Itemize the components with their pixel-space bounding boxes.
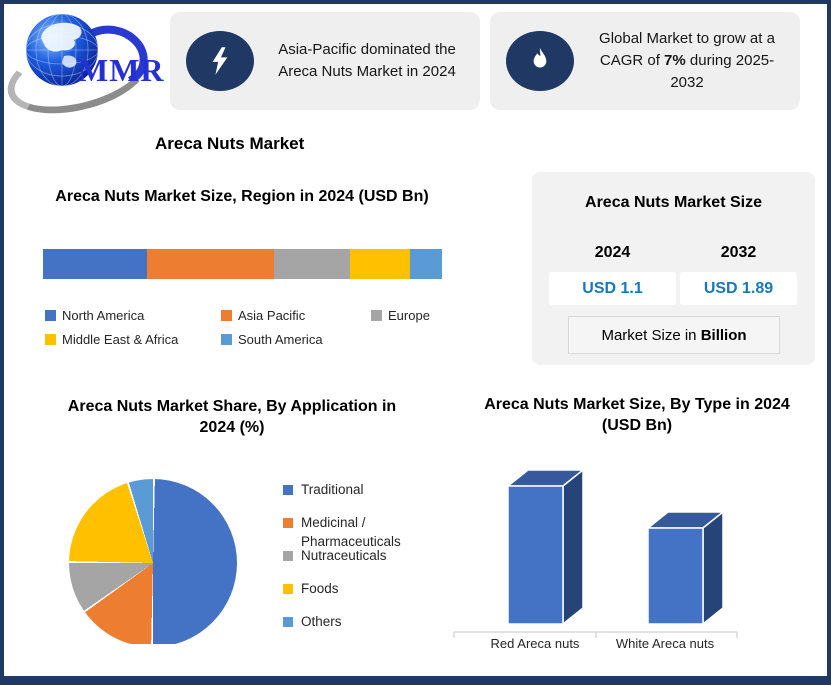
logo-text: MMR: [78, 52, 165, 88]
market-size-years: 2024 2032: [549, 244, 797, 262]
type-category-label: Red Areca nuts: [490, 636, 580, 651]
page-title: Areca Nuts Market: [155, 134, 305, 153]
legend-swatch: [371, 310, 382, 321]
value-start: USD 1.1: [549, 272, 676, 305]
region-legend-item-north-america: North America: [45, 308, 221, 323]
legend-swatch: [45, 334, 56, 345]
bar-front-face-red-areca-nuts: [507, 485, 564, 625]
legend-label: Traditional: [301, 482, 364, 497]
flame-icon: [533, 47, 547, 68]
legend-swatch: [283, 518, 293, 528]
legend-swatch: [221, 310, 232, 321]
bar-side-face-white-areca-nuts: [702, 510, 724, 626]
year-end: 2032: [720, 244, 757, 261]
market-size-note: Market Size in Billion: [568, 316, 780, 354]
bar-segment-south-america: [410, 249, 442, 279]
legend-swatch: [45, 310, 56, 321]
lightning-icon: [212, 47, 228, 75]
legend-label: Foods: [301, 581, 339, 596]
legend-label: South America: [238, 332, 323, 347]
legend-label: Asia Pacific: [238, 308, 306, 323]
mmr-logo: MMR: [4, 10, 176, 127]
legend-swatch: [221, 334, 232, 345]
bar-front-face-white-areca-nuts: [647, 527, 704, 625]
bar-segment-europe: [274, 249, 351, 279]
icon-badge: [506, 31, 574, 91]
bar-segment-asia-pacific: [146, 249, 275, 279]
legend-swatch: [283, 617, 293, 627]
market-size-title: Areca Nuts Market Size: [585, 194, 762, 211]
region-legend-item-south-america: South America: [221, 332, 371, 347]
cagr-text-suffix: during 2025-2032: [670, 52, 775, 91]
application-legend: Traditional Medicinal / Pharmaceuticals Nu…: [283, 480, 433, 645]
legend-label: Medicinal / Pharmaceuticals: [301, 515, 401, 549]
highlight-card-cagr: Global Market to grow at a CAGR of 7% du…: [490, 12, 800, 110]
type-category-label: White Areca nuts: [615, 636, 715, 651]
legend-label: North America: [62, 308, 145, 323]
legend-swatch: [283, 551, 293, 561]
year-start: 2024: [594, 244, 631, 261]
application-legend-item-foods: Foods: [283, 579, 433, 612]
highlight-card-region: Asia-Pacific dominated the Areca Nuts Ma…: [170, 12, 480, 110]
legend-label: Others: [301, 614, 342, 629]
application-chart-title: Areca Nuts Market Share, By Application …: [67, 398, 397, 436]
value-end: USD 1.89: [680, 272, 797, 305]
region-legend-item-asia-pacific: Asia Pacific: [221, 308, 371, 323]
x-axis: [453, 631, 738, 638]
bar-segment-north-america: [43, 249, 147, 279]
application-pie-wrap: [69, 479, 237, 644]
note-unit: Billion: [700, 326, 747, 344]
region-legend-item-middle-east-africa: Middle East & Africa: [45, 332, 221, 347]
application-legend-item-medicinal-pharmaceuticals: Medicinal / Pharmaceuticals: [283, 513, 433, 549]
application-legend-item-traditional: Traditional: [283, 480, 433, 513]
region-chart-title: Areca Nuts Market Size, Region in 2024 (…: [55, 188, 429, 205]
application-legend-item-nutraceuticals: Nutraceuticals: [283, 546, 433, 579]
highlight-text-region: Asia-Pacific dominated the Areca Nuts Ma…: [278, 41, 456, 80]
application-pie: [69, 479, 237, 644]
highlight-text-cagr: Global Market to grow at a CAGR of 7% du…: [574, 28, 800, 94]
cagr-text-prefix: Global Market to grow at a CAGR of: [599, 30, 775, 69]
market-size-values: USD 1.1 USD 1.89: [549, 272, 797, 305]
legend-swatch: [283, 584, 293, 594]
region-legend: North America Asia Pacific Europe Middle Ea…: [45, 308, 455, 347]
type-chart-svg: [453, 468, 738, 638]
legend-label: Middle East & Africa: [62, 332, 179, 347]
legend-swatch: [283, 485, 293, 495]
market-size-panel: Areca Nuts Market Size 2024 2032 USD 1.1…: [532, 172, 815, 365]
cagr-value: 7%: [664, 52, 686, 69]
icon-badge: [186, 31, 254, 91]
legend-label: Nutraceuticals: [301, 548, 387, 563]
bar-side-face-red-areca-nuts: [562, 468, 584, 626]
type-chart-title: Areca Nuts Market Size, By Type in 2024 …: [484, 396, 790, 434]
region-stacked-bar: [43, 249, 442, 279]
legend-label: Europe: [388, 308, 430, 323]
globe-icon: [25, 13, 99, 87]
bar-segment-middle-east-africa: [350, 249, 411, 279]
note-prefix: Market Size in: [601, 326, 697, 344]
application-legend-item-others: Others: [283, 612, 433, 645]
region-legend-item-europe: Europe: [371, 308, 455, 323]
